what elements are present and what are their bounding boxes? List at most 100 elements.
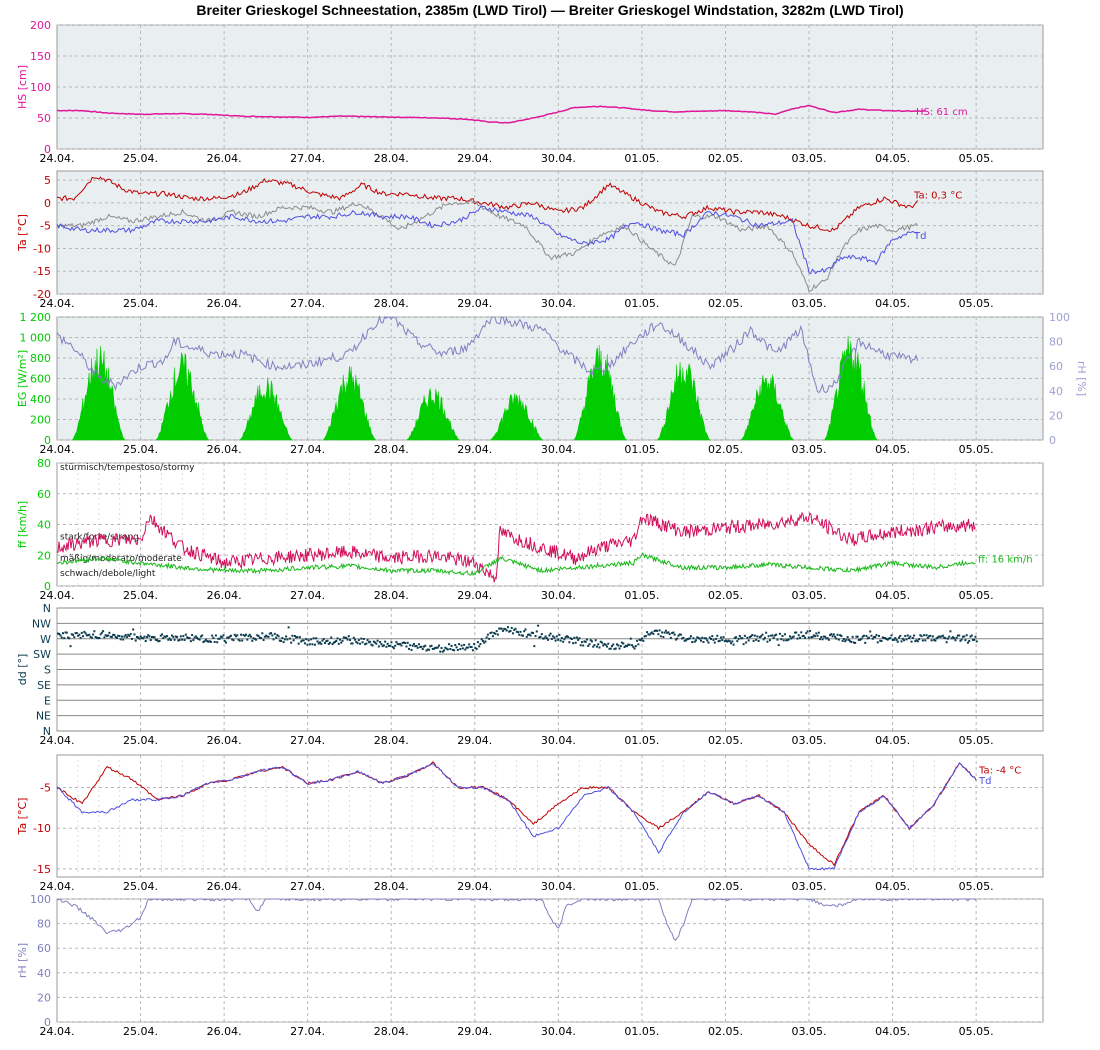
wind-direction-point [489,632,492,635]
wind-direction-point [592,645,595,648]
wind-direction-point [554,639,557,642]
plot-area [56,754,1044,878]
wind-direction-point [626,645,629,648]
wind-direction-point [494,632,497,635]
wind-direction-point [469,646,472,649]
wind-direction-point [57,632,59,635]
wind-direction-point [933,638,936,641]
wind-direction-point [730,642,733,645]
x-tick-label: 27.04. [290,443,325,456]
wind-direction-point [795,631,798,634]
wind-direction-point [861,635,864,638]
ff-line [56,511,976,583]
wind-direction-point [633,647,636,650]
wind-direction-point [920,635,923,638]
wind-direction-point [313,643,316,646]
wind-direction-point [187,636,190,639]
wind-direction-point [137,636,140,639]
wind-direction-point [887,637,890,640]
wind-direction-point [262,639,265,642]
wind-direction-point [316,640,319,643]
wind-direction-point [417,643,420,646]
wind-direction-point [872,636,875,639]
wind-direction-point [333,640,336,643]
wind-direction-point [693,640,696,643]
wind-direction-point [543,637,546,640]
wind-direction-point [166,635,169,638]
wind-direction-point [444,646,447,649]
wind-direction-point [237,638,240,641]
wind-direction-point [874,636,877,639]
wind-direction-point [421,648,424,651]
wind-direction-point [777,644,780,647]
wind-direction-point [445,647,448,650]
wind-direction-point [321,639,324,642]
wind-direction-point [411,644,414,647]
wind-direction-point [248,633,251,636]
wind-direction-point [806,630,809,633]
wind-direction-point [77,634,80,637]
wind-direction-point [830,633,833,636]
wind-direction-point [58,632,61,635]
wind-direction-point [639,639,642,642]
wind-direction-point [509,629,512,632]
wind-direction-point [258,636,261,639]
wind-direction-point [257,635,260,638]
wind-direction-point [112,633,115,636]
y-axis-label: EG [W/m²] [16,350,29,407]
wind-direction-point [291,634,294,637]
x-tick-label: 28.04. [374,443,409,456]
wind-direction-point [143,635,146,638]
wind-direction-point [119,638,122,641]
wind-direction-point [140,637,143,640]
wind-direction-point [567,635,570,638]
wind-direction-point [281,637,284,640]
wind-direction-point [362,637,365,640]
wind-direction-point [840,634,843,637]
panel-dd: N NW W SW S SE E NE Ndd [°] 24.04. 25.04. 26.04. 27.… [16,602,1044,747]
y-axis-label: Ta [°C] [16,214,29,252]
wind-direction-point [849,640,852,643]
wind-direction-point [161,633,164,636]
wind-direction-point [865,634,868,637]
wind-direction-point [768,639,771,642]
wind-direction-point [151,636,154,639]
wind-direction-point [953,637,956,640]
y2-tick-label: 0 [1049,434,1056,447]
wind-direction-point [226,636,229,639]
wind-direction-point [455,646,458,649]
wind-direction-point [760,635,763,638]
wind-direction-point [272,638,275,641]
wind-direction-point [549,632,552,635]
wind-direction-point [486,633,489,636]
y-tick-label: NE [36,710,51,723]
wind-direction-point [64,631,67,634]
x-tick-label: 30.04. [541,443,576,456]
wind-direction-point [941,634,944,637]
wind-direction-point [198,638,201,641]
wind-direction-point [420,645,423,648]
wind-direction-point [876,641,879,644]
wind-direction-point [550,637,553,640]
x-tick-label: 05.05. [959,589,994,602]
wind-direction-point [961,635,964,638]
wind-direction-point [197,637,200,640]
wind-direction-point [515,630,518,633]
wind-zone-label: stürmisch/tempestoso/stormy [60,463,195,473]
y2-axis-label: rH [%] [1075,361,1088,396]
wind-direction-point [207,640,210,643]
wind-direction-point [735,636,738,639]
ta-line [56,176,919,233]
wind-direction-point [558,633,561,636]
x-tick-label: 25.04. [123,443,158,456]
wind-direction-point [428,648,431,651]
x-tick-label: 24.04. [40,443,75,456]
wind-direction-point [804,636,807,639]
radiation-area [71,345,127,441]
wind-direction-point [219,635,222,638]
wind-direction-point [223,640,226,643]
x-tick-label: 25.04. [123,297,158,310]
wind-direction-point [780,638,783,641]
radiation-area [823,335,879,441]
y-tick-label: 80 [37,457,51,470]
